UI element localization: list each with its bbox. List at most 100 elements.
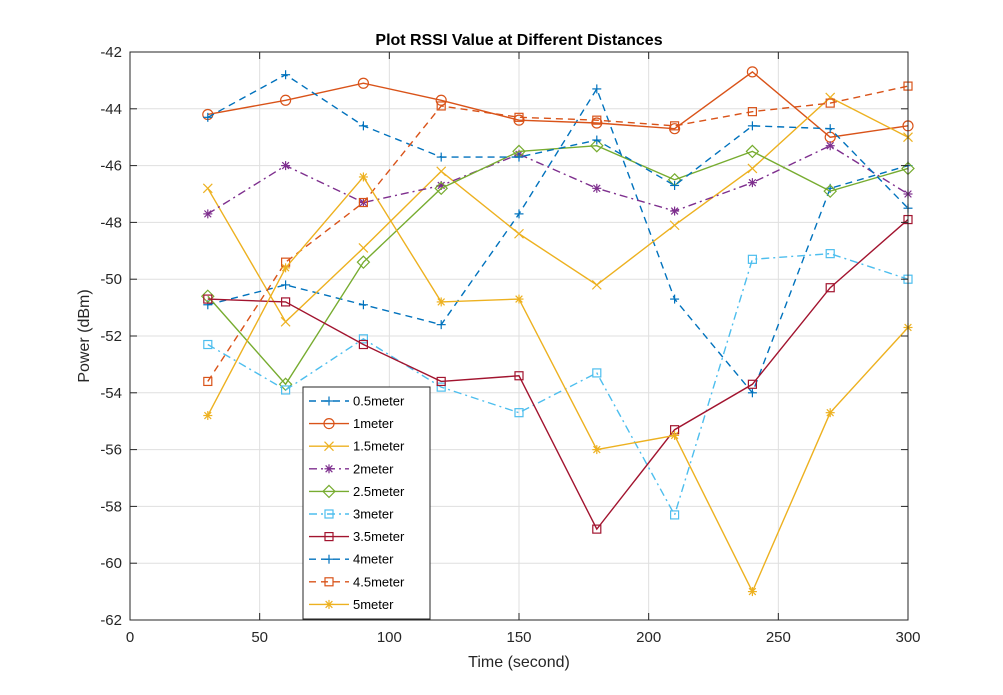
legend-marker bbox=[322, 484, 336, 499]
series-line-1.5meter bbox=[207, 96, 909, 323]
legend-item: 0.5meter bbox=[309, 394, 405, 409]
legend-item: 3.5meter bbox=[309, 529, 405, 544]
data-point bbox=[670, 294, 680, 304]
y-tick-label: -52 bbox=[100, 328, 122, 345]
data-point bbox=[589, 138, 604, 153]
series-line-3.5meter bbox=[207, 219, 909, 531]
data-point bbox=[358, 300, 368, 310]
legend-marker bbox=[324, 509, 334, 519]
legend-item: 3meter bbox=[309, 507, 394, 522]
x-tick-label: 150 bbox=[506, 629, 531, 646]
data-point bbox=[591, 279, 602, 290]
legend: 0.5meter 1meter 1.5meter 2meter 2.5meter 3met… bbox=[302, 386, 431, 620]
data-point bbox=[825, 124, 835, 134]
y-tick-label: -58 bbox=[100, 498, 122, 515]
data-point bbox=[670, 180, 680, 190]
legend-label: 1.5meter bbox=[353, 439, 405, 454]
data-point bbox=[747, 163, 758, 174]
data-point bbox=[436, 320, 446, 330]
series-line-2meter bbox=[207, 144, 909, 215]
data-point bbox=[513, 114, 525, 126]
data-point bbox=[670, 206, 680, 216]
series-line-1meter bbox=[207, 70, 909, 138]
legend-item: 1.5meter bbox=[309, 439, 405, 454]
data-point bbox=[592, 84, 602, 94]
data-point bbox=[669, 220, 680, 231]
data-point bbox=[514, 294, 524, 304]
data-point bbox=[747, 388, 757, 398]
data-point bbox=[514, 152, 524, 162]
data-point bbox=[825, 249, 835, 259]
data-point bbox=[823, 184, 838, 199]
legend-marker bbox=[323, 418, 335, 430]
ticks: 0 50 100 150 200 250 300 -62 -60 -58 -56 -54 -52 -50 -… bbox=[100, 44, 920, 646]
data-point bbox=[203, 112, 213, 122]
y-axis-label: Power (dBm) bbox=[76, 289, 93, 382]
x-tick-label: 50 bbox=[251, 629, 268, 646]
data-point bbox=[436, 382, 446, 392]
data-point bbox=[591, 117, 603, 129]
series-line-5meter bbox=[207, 175, 909, 594]
legend-item: 5meter bbox=[309, 597, 394, 612]
data-point bbox=[358, 172, 368, 182]
legend-label: 2meter bbox=[353, 461, 394, 476]
data-point bbox=[745, 144, 760, 159]
series-3.5meter bbox=[203, 214, 913, 534]
y-tick-label: -44 bbox=[100, 101, 122, 118]
data-point bbox=[203, 411, 213, 421]
data-point bbox=[436, 152, 446, 162]
series-5meter bbox=[203, 172, 913, 597]
legend-marker bbox=[324, 531, 334, 542]
data-point bbox=[200, 289, 215, 304]
data-point bbox=[281, 70, 291, 80]
data-point bbox=[592, 445, 602, 455]
legend-label: 1meter bbox=[353, 416, 394, 431]
x-axis-label: Time (second) bbox=[468, 654, 570, 671]
legend-label: 3.5meter bbox=[353, 529, 405, 544]
y-tick-label: -50 bbox=[100, 271, 122, 288]
data-point bbox=[825, 98, 835, 108]
data-point bbox=[436, 166, 447, 177]
data-point bbox=[592, 183, 602, 193]
data-point bbox=[747, 107, 758, 117]
x-tick-label: 200 bbox=[636, 629, 661, 646]
data-point bbox=[514, 112, 524, 122]
data-point bbox=[280, 94, 292, 106]
data-point bbox=[281, 297, 291, 307]
y-tick-label: -48 bbox=[100, 214, 122, 231]
data-point bbox=[669, 510, 680, 520]
data-point bbox=[825, 408, 835, 418]
data-point bbox=[203, 209, 213, 219]
legend-label: 5meter bbox=[353, 597, 394, 612]
data-point bbox=[592, 115, 602, 125]
legend-marker bbox=[324, 554, 334, 564]
data-point bbox=[202, 183, 213, 194]
series-line-0.5meter bbox=[207, 87, 909, 395]
data-point bbox=[747, 121, 757, 131]
data-point bbox=[357, 77, 369, 89]
data-point bbox=[592, 135, 602, 145]
data-point bbox=[668, 123, 681, 135]
data-point bbox=[203, 339, 213, 350]
y-tick-label: -54 bbox=[100, 385, 122, 402]
data-point bbox=[436, 297, 446, 307]
series-3meter bbox=[203, 249, 913, 520]
data-point bbox=[358, 334, 368, 344]
data-point bbox=[281, 385, 291, 395]
y-tick-label: -46 bbox=[100, 158, 122, 175]
data-point bbox=[747, 587, 757, 597]
legend-item: 4.5meter bbox=[309, 574, 405, 589]
data-point bbox=[746, 66, 759, 78]
series-layer bbox=[200, 66, 915, 597]
legend-marker bbox=[324, 441, 334, 452]
data-point bbox=[747, 254, 758, 264]
series-line-4.5meter bbox=[207, 85, 909, 382]
data-point bbox=[280, 316, 291, 327]
data-point bbox=[436, 101, 446, 111]
legend-item: 1meter bbox=[309, 416, 394, 431]
legend-label: 4meter bbox=[353, 552, 394, 567]
data-point bbox=[592, 524, 602, 534]
data-point bbox=[747, 379, 758, 389]
series-line-3meter bbox=[207, 252, 909, 517]
data-point bbox=[592, 368, 602, 378]
